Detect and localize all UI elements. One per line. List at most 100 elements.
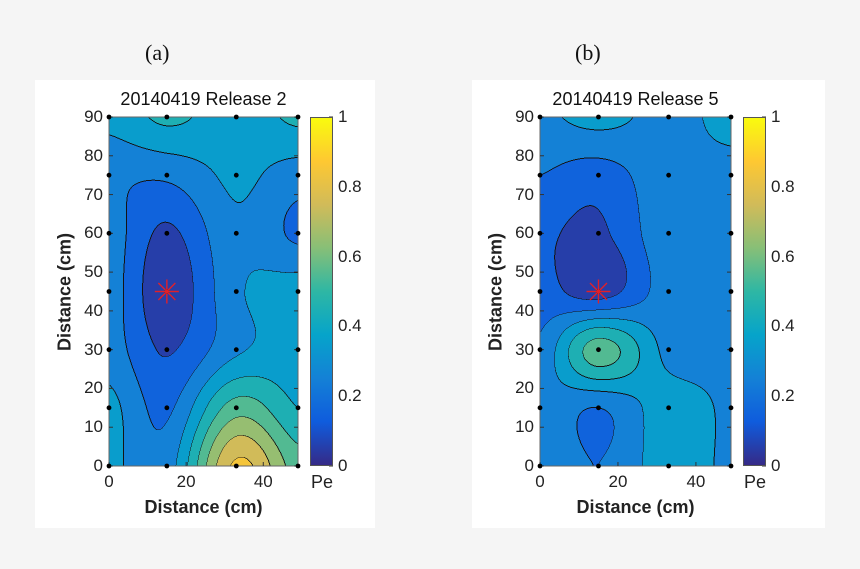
x-axis-label: Distance (cm) — [144, 497, 263, 517]
colorbar-tick-label: 0.6 — [338, 246, 362, 266]
y-tick-label: 20 — [515, 378, 534, 398]
contour-field — [109, 117, 298, 466]
colorbar-tick-label: 0.8 — [771, 176, 795, 196]
x-tick-label: 40 — [686, 472, 706, 491]
colorbar-tick-label: 1 — [771, 107, 781, 126]
colorbar-tick-label: 0.8 — [338, 176, 362, 196]
sensor-point — [233, 463, 239, 469]
colorbar-label: Pe — [744, 472, 767, 492]
sensor-point — [537, 405, 543, 411]
x-axis-label: Distance (cm) — [576, 497, 695, 517]
sensor-point — [233, 347, 239, 353]
colorbar-tick-label: 0 — [771, 456, 781, 475]
sensor-point — [164, 463, 170, 469]
source-marker — [157, 282, 176, 301]
sensor-point — [666, 405, 672, 411]
sensor-point — [233, 230, 239, 236]
sensor-point — [106, 463, 112, 469]
sensor-point — [666, 230, 672, 236]
sensor-point — [164, 114, 170, 120]
panel-label: (a) — [145, 40, 170, 65]
y-tick-label: 30 — [515, 339, 534, 359]
y-tick-label: 20 — [84, 378, 103, 398]
sensor-point — [295, 405, 301, 411]
sensor-point — [295, 463, 301, 469]
sensor-point — [537, 114, 543, 120]
x-tick-label: 0 — [535, 472, 545, 491]
x-tick-label: 0 — [104, 472, 114, 491]
x-tick-label: 20 — [608, 472, 628, 491]
y-tick-label: 0 — [524, 456, 534, 475]
sensor-point — [164, 230, 170, 236]
sensor-point — [666, 114, 672, 120]
colorbar — [743, 117, 766, 466]
sensor-point — [106, 172, 112, 178]
plot-frame — [539, 116, 732, 467]
y-tick-label: 40 — [515, 300, 534, 320]
colorbar-tick-label: 0.2 — [338, 386, 362, 406]
sensor-point — [666, 289, 672, 294]
sensor-point — [106, 289, 112, 294]
sensor-point — [596, 347, 601, 353]
chart-title: 20140419 Release 5 — [552, 89, 719, 109]
sensor-point — [106, 347, 112, 353]
sensor-point — [106, 114, 112, 120]
sensor-point — [596, 172, 601, 178]
sensor-point — [164, 347, 170, 353]
panel-label: (b) — [575, 40, 601, 65]
sensor-point — [728, 289, 734, 294]
colorbar — [310, 117, 333, 466]
sensor-point — [233, 405, 239, 411]
sensor-point — [537, 172, 543, 178]
colorbar-tick-label: 0.4 — [771, 316, 795, 336]
source-marker — [589, 282, 608, 301]
sensor-point — [728, 230, 734, 236]
sensor-point — [596, 463, 601, 469]
y-tick-label: 10 — [84, 417, 103, 437]
y-tick-label: 70 — [515, 184, 534, 204]
sensor-point — [666, 463, 672, 469]
contour-field — [540, 117, 731, 466]
y-tick-label: 80 — [84, 145, 103, 165]
sensor-point — [295, 347, 301, 353]
y-tick-label: 10 — [515, 417, 534, 437]
sensor-point — [295, 289, 301, 294]
sensor-point — [666, 347, 672, 353]
y-tick-label: 50 — [84, 262, 103, 282]
sensor-point — [596, 114, 601, 120]
sensor-point — [666, 172, 672, 178]
y-tick-label: 0 — [93, 456, 103, 475]
sensor-point — [728, 405, 734, 411]
sensor-point — [728, 347, 734, 353]
y-tick-label: 30 — [84, 339, 103, 359]
colorbar-tick-label: 0.2 — [771, 386, 795, 406]
sensor-point — [728, 114, 734, 120]
sensor-point — [106, 230, 112, 236]
sensor-point — [295, 114, 301, 120]
sensor-point — [728, 463, 734, 469]
sensor-point — [295, 230, 301, 236]
sensor-point — [164, 172, 170, 178]
sensor-point — [728, 172, 734, 178]
colorbar-tick-label: 1 — [338, 107, 348, 126]
colorbar-tick-label: 0 — [338, 456, 348, 475]
sensor-point — [596, 405, 601, 411]
y-tick-label: 90 — [515, 107, 534, 126]
y-tick-label: 90 — [84, 107, 103, 126]
sensor-point — [537, 230, 543, 236]
y-tick-label: 80 — [515, 145, 534, 165]
y-tick-label: 70 — [84, 184, 103, 204]
sensor-point — [106, 405, 112, 411]
chart-title: 20140419 Release 2 — [120, 89, 287, 109]
sensor-point — [164, 405, 170, 411]
sensor-point — [295, 172, 301, 178]
sensor-point — [596, 230, 601, 236]
sensor-point — [537, 289, 543, 294]
colorbar-label: Pe — [311, 472, 334, 492]
y-tick-label: 50 — [515, 262, 534, 282]
y-tick-label: 60 — [84, 223, 103, 243]
sensor-point — [233, 289, 239, 294]
colorbar-tick-label: 0.4 — [338, 316, 362, 336]
